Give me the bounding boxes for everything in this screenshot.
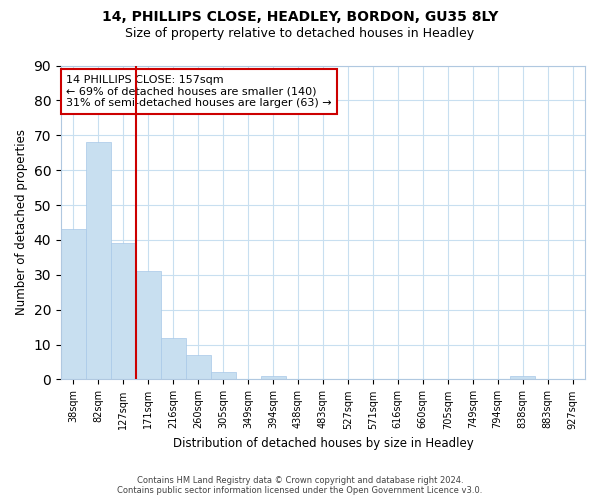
- Bar: [510, 376, 535, 380]
- Text: Size of property relative to detached houses in Headley: Size of property relative to detached ho…: [125, 28, 475, 40]
- Bar: [161, 338, 185, 380]
- Text: 14 PHILLIPS CLOSE: 157sqm
← 69% of detached houses are smaller (140)
31% of semi: 14 PHILLIPS CLOSE: 157sqm ← 69% of detac…: [66, 75, 332, 108]
- Bar: [61, 230, 86, 380]
- Text: 14, PHILLIPS CLOSE, HEADLEY, BORDON, GU35 8LY: 14, PHILLIPS CLOSE, HEADLEY, BORDON, GU3…: [102, 10, 498, 24]
- Bar: [211, 372, 236, 380]
- Bar: [111, 244, 136, 380]
- Bar: [260, 376, 286, 380]
- Y-axis label: Number of detached properties: Number of detached properties: [15, 130, 28, 316]
- Bar: [136, 272, 161, 380]
- Text: Contains HM Land Registry data © Crown copyright and database right 2024.
Contai: Contains HM Land Registry data © Crown c…: [118, 476, 482, 495]
- Bar: [185, 355, 211, 380]
- X-axis label: Distribution of detached houses by size in Headley: Distribution of detached houses by size …: [173, 437, 473, 450]
- Bar: [86, 142, 111, 380]
